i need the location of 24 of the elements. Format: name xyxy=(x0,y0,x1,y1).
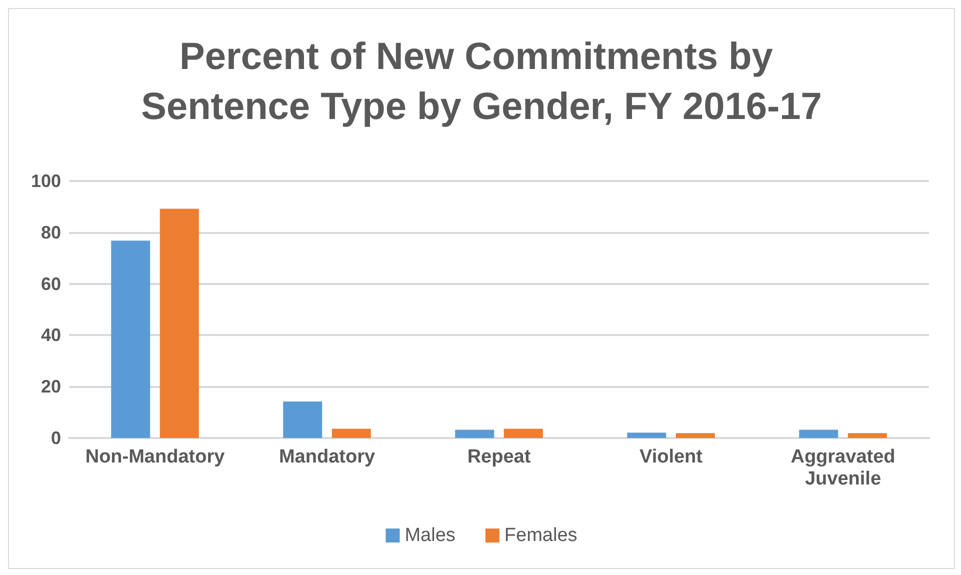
bar xyxy=(627,432,666,438)
x-tick-label: Mandatory xyxy=(278,446,376,468)
bar xyxy=(332,428,371,438)
bar xyxy=(848,433,887,438)
legend-label: Females xyxy=(504,525,578,546)
y-tick-label: 100 xyxy=(30,171,61,191)
bar xyxy=(283,402,322,438)
y-tick-label: 20 xyxy=(40,376,61,397)
bar xyxy=(504,428,543,438)
y-tick-label: 60 xyxy=(40,274,61,294)
x-tick-label: Non-Mandatory xyxy=(85,446,226,468)
bar xyxy=(799,430,838,438)
x-tick-label: Repeat xyxy=(467,446,532,468)
legend-label: Males xyxy=(404,525,456,546)
bar xyxy=(111,240,150,438)
x-tick-label: Violent xyxy=(640,446,704,468)
bar xyxy=(160,208,199,438)
x-tick-label: Aggravated Juvenile xyxy=(790,446,896,490)
y-tick-label: 0 xyxy=(50,428,61,448)
y-tick-label: 40 xyxy=(40,325,61,346)
bar xyxy=(676,433,715,438)
bar xyxy=(455,430,494,438)
y-tick-label: 80 xyxy=(40,222,61,242)
chart-title: Percent of New Commitments by Sentence Type by Gender, FY 2016-17 xyxy=(141,36,822,128)
